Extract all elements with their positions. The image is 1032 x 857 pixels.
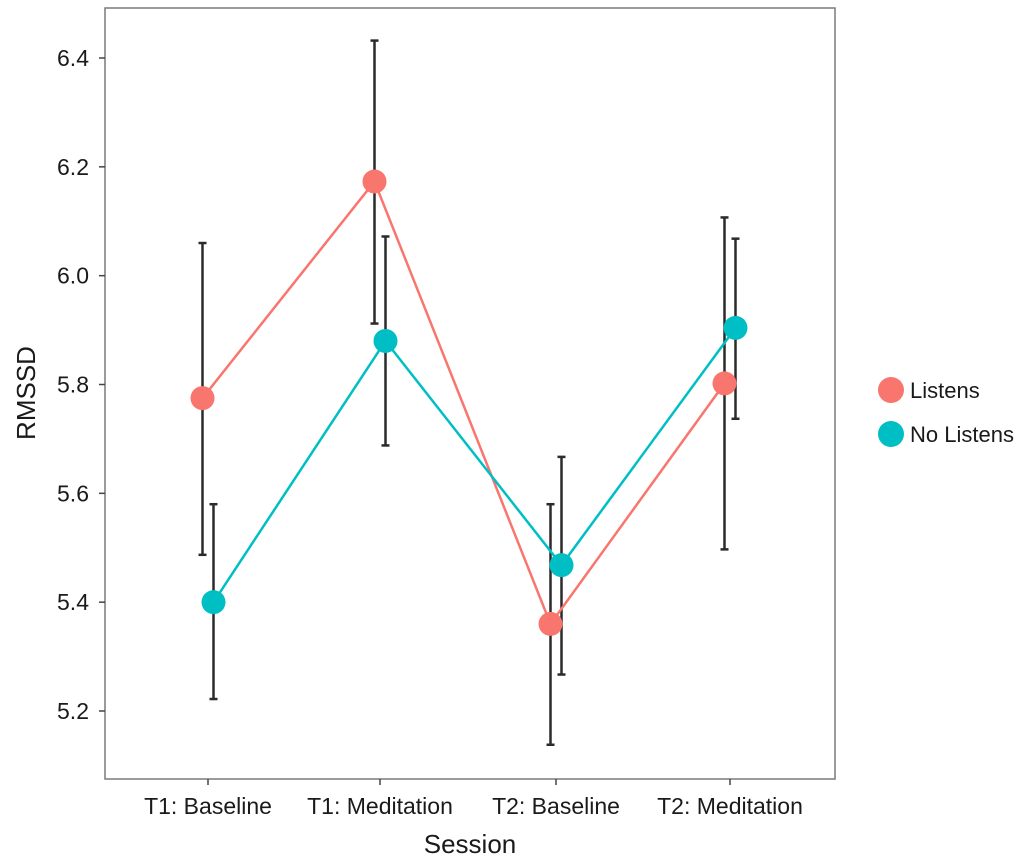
y-axis-title: RMSSD bbox=[11, 346, 41, 440]
data-point-no-listens bbox=[549, 553, 574, 578]
y-tick-label: 5.8 bbox=[57, 372, 89, 398]
legend-label-listens: Listens bbox=[910, 378, 980, 403]
data-point-no-listens bbox=[373, 328, 398, 353]
x-tick-label: T2: Meditation bbox=[657, 793, 803, 819]
legend-key-listens bbox=[878, 377, 904, 403]
y-tick-label: 6.2 bbox=[57, 154, 89, 180]
legend-item-no-listens: No Listens bbox=[878, 421, 1014, 447]
y-tick-label: 5.6 bbox=[57, 480, 89, 506]
data-point-listens bbox=[712, 371, 737, 396]
x-axis: T1: Baseline T1: Meditation T2: Baseline T2… bbox=[144, 779, 803, 819]
plot-panel bbox=[104, 7, 836, 780]
y-tick-label: 5.2 bbox=[57, 698, 89, 724]
series-lines bbox=[201, 179, 737, 627]
data-point-no-listens bbox=[201, 590, 226, 615]
y-tick-label: 6.0 bbox=[57, 263, 89, 289]
x-tick-label: T1: Meditation bbox=[307, 793, 453, 819]
legend-item-listens: Listens bbox=[878, 377, 980, 403]
series-points bbox=[190, 169, 748, 636]
data-point-listens bbox=[538, 611, 563, 636]
legend-key-no-listens bbox=[878, 421, 904, 447]
data-point-no-listens bbox=[723, 315, 748, 340]
series-line-no-listens bbox=[212, 327, 737, 603]
legend-label-no-listens: No Listens bbox=[910, 422, 1014, 447]
x-tick-label: T1: Baseline bbox=[144, 793, 272, 819]
legend: Listens No Listens bbox=[878, 377, 1014, 447]
data-point-listens bbox=[362, 169, 387, 194]
y-axis: 5.2 5.4 5.6 5.8 6.0 6.2 6.4 bbox=[57, 45, 105, 724]
data-point-listens bbox=[190, 386, 215, 411]
y-tick-label: 6.4 bbox=[57, 45, 89, 71]
x-axis-title: Session bbox=[424, 829, 517, 857]
y-tick-label: 5.4 bbox=[57, 589, 89, 615]
series-line-listens bbox=[201, 179, 726, 627]
x-tick-label: T2: Baseline bbox=[492, 793, 620, 819]
